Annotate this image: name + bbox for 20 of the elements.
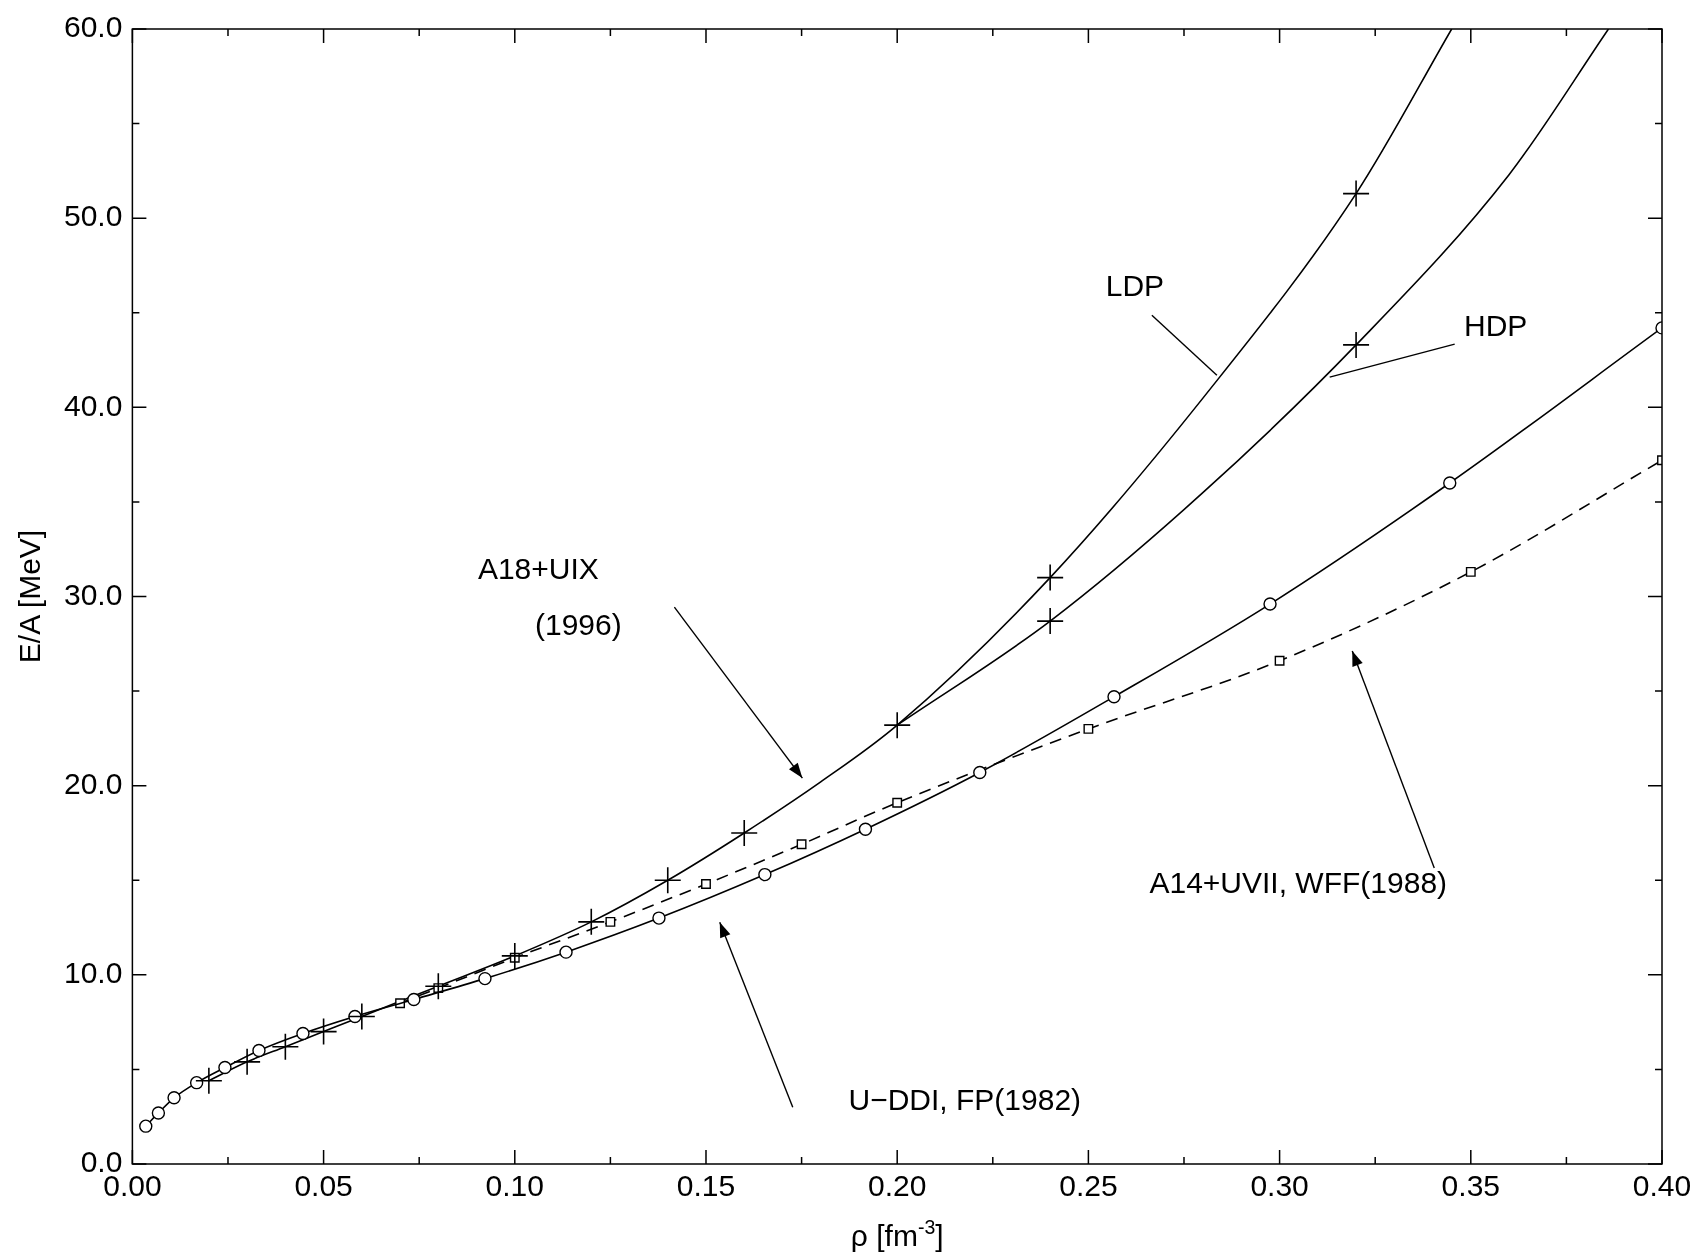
annotation: A14+UVII, WFF(1988) bbox=[1149, 866, 1448, 900]
annotation: A18+UIX (1996) bbox=[477, 552, 622, 642]
x-tick-label: 0.20 bbox=[868, 1169, 927, 1203]
y-tick-label: 20.0 bbox=[64, 766, 123, 800]
y-tick-label: 50.0 bbox=[64, 199, 123, 233]
x-tick-label: 0.35 bbox=[1441, 1169, 1500, 1203]
x-tick-label: 0.10 bbox=[485, 1169, 544, 1203]
y-tick-label: 30.0 bbox=[64, 577, 123, 611]
x-tick-label: 0.05 bbox=[294, 1169, 353, 1203]
y-tick-label: 60.0 bbox=[64, 10, 123, 44]
y-tick-label: 10.0 bbox=[64, 956, 123, 990]
annotation: U−DDI, FP(1982) bbox=[848, 1082, 1082, 1116]
annotation: LDP bbox=[1105, 269, 1165, 303]
x-tick-label: 0.15 bbox=[676, 1169, 736, 1203]
x-tick-label: 0.25 bbox=[1059, 1169, 1118, 1203]
y-axis-title: E/A [MeV] bbox=[13, 529, 47, 664]
y-tick-label: 40.0 bbox=[64, 388, 123, 422]
annotation: HDP bbox=[1464, 309, 1528, 343]
x-tick-label: 0.30 bbox=[1250, 1169, 1309, 1203]
x-tick-label: 0.40 bbox=[1632, 1169, 1692, 1203]
